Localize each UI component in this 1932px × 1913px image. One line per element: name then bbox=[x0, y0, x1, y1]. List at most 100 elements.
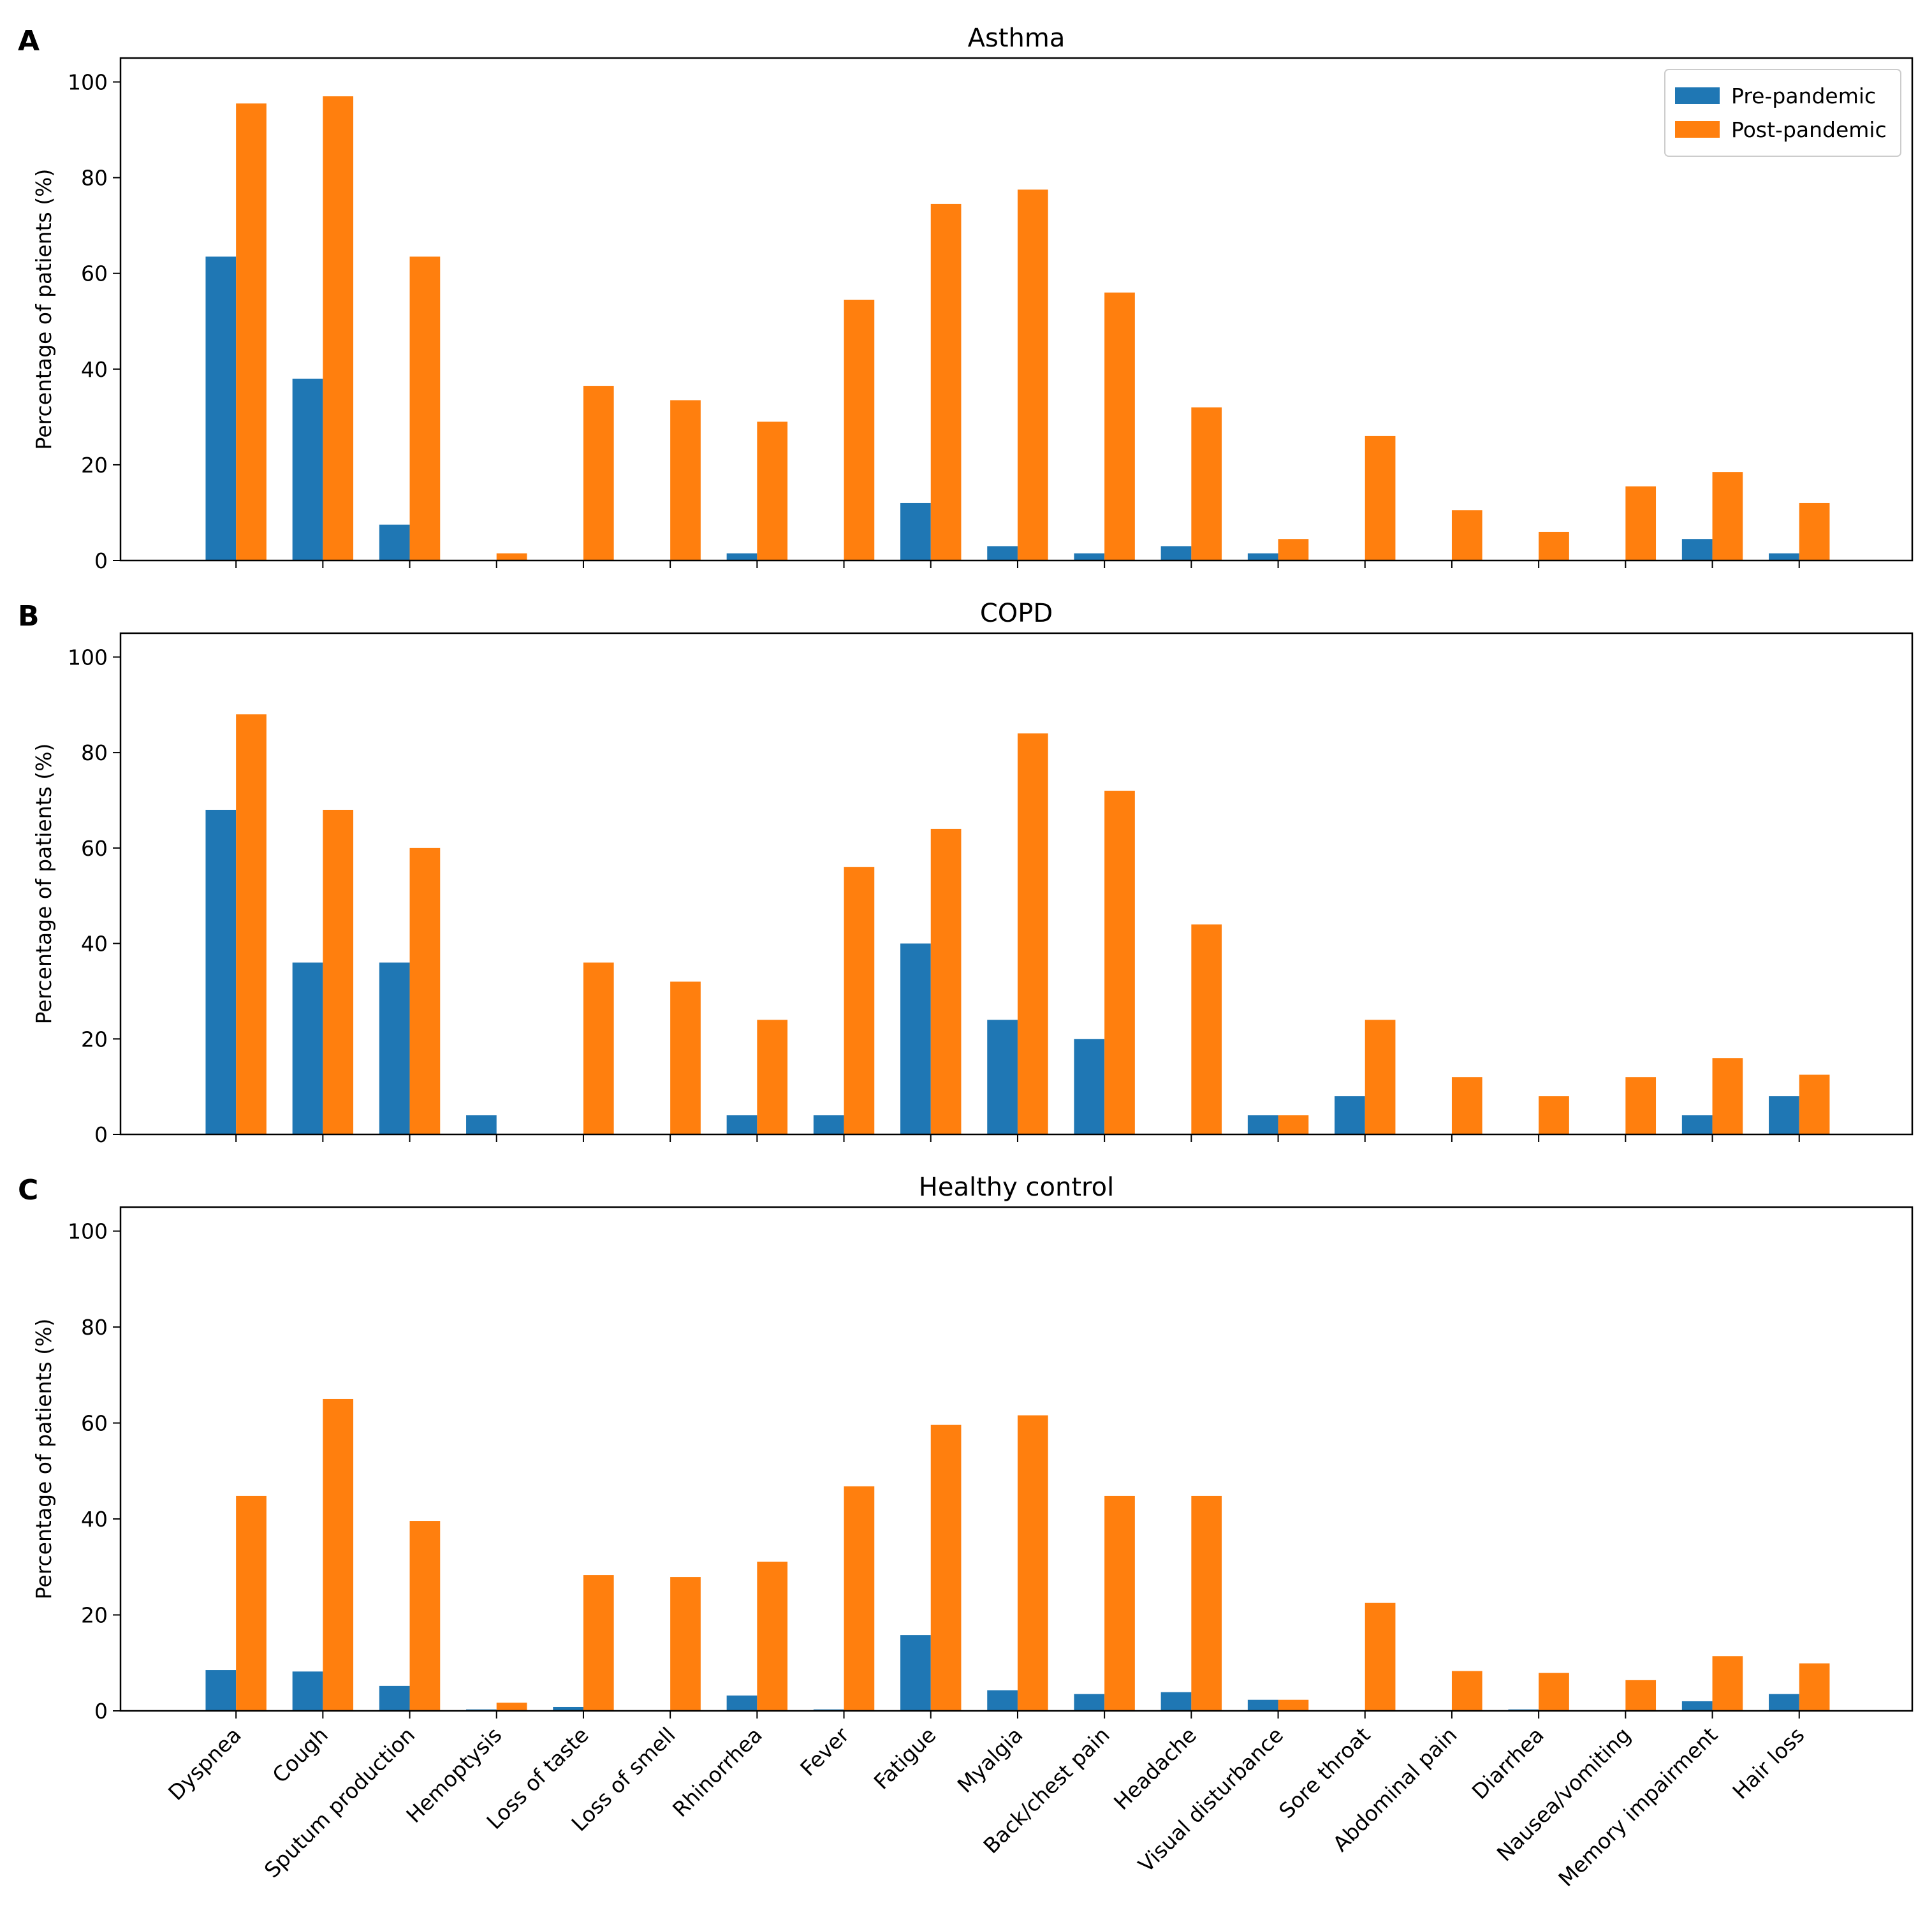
bar bbox=[1335, 1096, 1365, 1134]
y-tick-label: 60 bbox=[81, 1411, 108, 1436]
bar bbox=[1365, 1020, 1396, 1134]
bar bbox=[1625, 1680, 1657, 1711]
panel-label: B bbox=[18, 600, 40, 633]
bar bbox=[1799, 502, 1830, 561]
y-axis-label: Percentage of patients (%) bbox=[31, 169, 56, 450]
x-tick-label: Visual disturbance bbox=[1133, 1722, 1288, 1877]
bar bbox=[670, 981, 701, 1134]
bar bbox=[930, 1425, 962, 1711]
bar bbox=[1160, 546, 1192, 561]
bar bbox=[205, 809, 237, 1134]
legend-swatch bbox=[1675, 87, 1720, 104]
panel-label: C bbox=[18, 1174, 38, 1206]
bar bbox=[1681, 1701, 1713, 1711]
y-tick-label: 40 bbox=[81, 1507, 108, 1532]
bar bbox=[900, 943, 931, 1134]
legend-label: Pre-pandemic bbox=[1731, 84, 1876, 108]
x-tick-label: Headache bbox=[1109, 1722, 1201, 1815]
bar bbox=[1247, 553, 1278, 561]
bar bbox=[1799, 1074, 1830, 1134]
legend-swatch bbox=[1675, 121, 1720, 138]
bar bbox=[292, 1671, 323, 1711]
bar bbox=[1769, 1694, 1799, 1711]
bar bbox=[1191, 924, 1222, 1134]
x-tick-label: Fever bbox=[795, 1722, 854, 1781]
bar bbox=[1104, 791, 1135, 1134]
bar bbox=[1539, 1673, 1569, 1711]
bar bbox=[726, 1695, 757, 1711]
bar bbox=[583, 1575, 614, 1711]
plot-frame bbox=[119, 57, 1914, 562]
x-tick-label: Myalgia bbox=[953, 1722, 1028, 1798]
bar bbox=[1712, 472, 1743, 561]
bar bbox=[1451, 510, 1482, 561]
bar bbox=[1160, 1692, 1192, 1711]
bar bbox=[1074, 1039, 1105, 1134]
bar bbox=[726, 1115, 757, 1134]
bar bbox=[1681, 539, 1713, 561]
bar bbox=[1712, 1656, 1743, 1711]
bar bbox=[1191, 1495, 1222, 1711]
bar bbox=[323, 1398, 354, 1711]
y-tick-label: 20 bbox=[81, 1027, 108, 1052]
bar bbox=[726, 553, 757, 561]
bar bbox=[844, 867, 875, 1134]
y-tick-label: 0 bbox=[94, 1699, 108, 1724]
bar bbox=[900, 1635, 931, 1711]
bar bbox=[757, 421, 788, 561]
bar bbox=[1278, 539, 1309, 561]
bar bbox=[236, 1495, 267, 1711]
bar bbox=[496, 553, 527, 561]
bar bbox=[930, 203, 962, 561]
bar bbox=[670, 1577, 701, 1711]
x-tick-label: Cough bbox=[267, 1722, 333, 1788]
bar bbox=[583, 386, 614, 561]
x-tick-label: Sputum production bbox=[260, 1722, 420, 1882]
bar bbox=[1247, 1115, 1278, 1134]
y-tick-label: 40 bbox=[81, 357, 108, 382]
bar bbox=[1191, 407, 1222, 561]
y-tick-label: 60 bbox=[81, 836, 108, 861]
y-tick-label: 100 bbox=[68, 645, 108, 670]
bar bbox=[1799, 1663, 1830, 1711]
plot-frame bbox=[119, 1206, 1914, 1712]
bar bbox=[323, 809, 354, 1134]
bar bbox=[1104, 1495, 1135, 1711]
bar bbox=[670, 400, 701, 561]
bar bbox=[930, 828, 962, 1134]
bar bbox=[1539, 531, 1569, 561]
chart-title: COPD bbox=[980, 599, 1053, 628]
bar bbox=[1625, 1077, 1657, 1134]
bar bbox=[379, 962, 410, 1134]
bar bbox=[813, 1115, 844, 1134]
chart-title: Asthma bbox=[968, 24, 1065, 53]
bar bbox=[236, 103, 267, 561]
x-tick-label: Dyspnea bbox=[163, 1722, 246, 1805]
bar bbox=[205, 1670, 237, 1711]
bar bbox=[1365, 436, 1396, 561]
bar bbox=[1712, 1058, 1743, 1134]
y-tick-label: 100 bbox=[68, 70, 108, 95]
bar bbox=[1074, 1694, 1105, 1711]
plot-frame bbox=[119, 632, 1914, 1136]
bar bbox=[379, 1685, 410, 1711]
bar bbox=[900, 502, 931, 561]
y-tick-label: 80 bbox=[81, 740, 108, 765]
y-tick-label: 40 bbox=[81, 932, 108, 957]
bar bbox=[205, 256, 237, 561]
bar bbox=[1681, 1115, 1713, 1134]
bar bbox=[844, 1486, 875, 1711]
bar bbox=[1074, 553, 1105, 561]
legend-box bbox=[1664, 69, 1901, 157]
bar bbox=[496, 1703, 527, 1711]
x-tick-label: Hair loss bbox=[1727, 1722, 1809, 1804]
bar bbox=[466, 1115, 497, 1134]
bar bbox=[323, 96, 354, 561]
bar bbox=[1451, 1671, 1482, 1711]
y-tick-label: 80 bbox=[81, 1315, 108, 1340]
bar bbox=[1017, 189, 1048, 561]
x-tick-label: Fatigue bbox=[869, 1722, 941, 1794]
legend-label: Post-pandemic bbox=[1731, 117, 1887, 142]
